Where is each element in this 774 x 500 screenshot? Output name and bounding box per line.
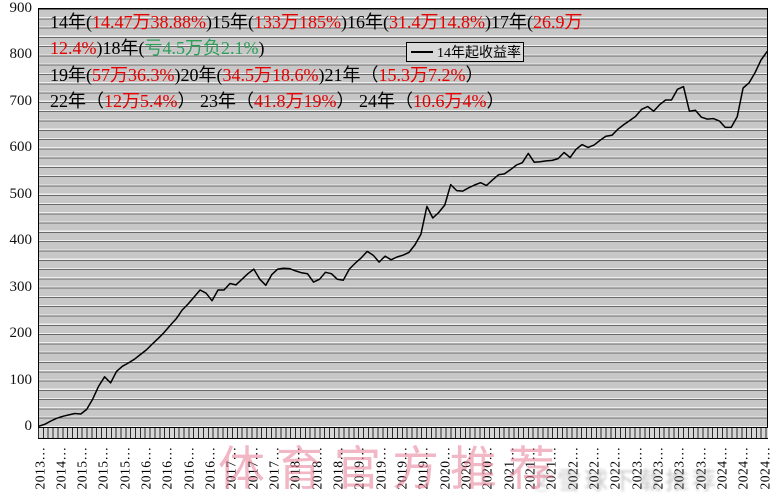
annual-return-segment: ) xyxy=(258,38,265,59)
annual-return-segment: )17年( xyxy=(485,12,533,32)
annual-return-segment: 133万185% xyxy=(254,12,341,32)
annual-return-segment: )16年( xyxy=(341,12,389,32)
annual-return-segment: 亏4.5万负2.1% xyxy=(144,38,259,59)
x-tick-label: 2024… xyxy=(757,446,772,490)
annual-return-segment: 14年( xyxy=(50,12,92,32)
annual-return-segment: 19年( xyxy=(50,64,92,85)
annual-return-segment: 12.4% xyxy=(50,38,97,59)
annual-return-segment: )18年( xyxy=(96,38,145,59)
annual-return-segment: )20年( xyxy=(174,64,223,85)
annual-return-segment: ） 23年（ xyxy=(177,91,255,112)
annual-return-segment: 34.5万18.6% xyxy=(222,64,319,85)
y-tick-label: 700 xyxy=(9,92,33,109)
annual-returns-line: 14年(14.47万38.88%)15年(133万185%)16年(31.4万1… xyxy=(50,9,766,35)
y-tick-label: 900 xyxy=(9,0,33,16)
annual-returns-line: 22年（12万5.4%） 23年（41.8万19%） 24年（10.6万4%） xyxy=(50,88,766,114)
legend-label: 14年起收益率 xyxy=(437,46,521,61)
y-tick-label: 800 xyxy=(9,46,33,63)
y-tick-label: 300 xyxy=(9,278,33,295)
annual-return-segment: ） xyxy=(465,64,484,85)
annual-returns: 14年(14.47万38.88%)15年(133万185%)16年(31.4万1… xyxy=(50,9,766,115)
series-svg xyxy=(39,50,767,427)
legend: 14年起收益率 xyxy=(406,42,524,62)
y-tick-label: 400 xyxy=(9,232,33,249)
y-axis: 900 800 700 600 500 400 300 200 100 0 xyxy=(0,0,34,440)
annual-return-segment: 12万5.4% xyxy=(104,91,178,112)
watermark-corner-text: ②雪球下载推荐 xyxy=(530,469,719,495)
annual-returns-line: 12.4%)18年(亏4.5万负2.1%) xyxy=(50,35,766,61)
annual-return-segment: 22年（ xyxy=(50,91,104,112)
plot-area xyxy=(38,8,768,428)
y-tick-label: 600 xyxy=(9,139,33,156)
annual-return-segment: 15.3万7.2% xyxy=(378,64,466,85)
annual-return-segment: 41.8万19% xyxy=(254,91,337,112)
y-tick-label: 500 xyxy=(9,185,33,202)
y-tick-label: 0 xyxy=(24,418,33,434)
annual-return-segment: 57万36.3% xyxy=(92,64,175,85)
annual-return-segment: 14.47万38.88% xyxy=(92,12,206,32)
annual-return-segment: )21年（ xyxy=(318,64,379,85)
annual-return-segment: 31.4万14.8% xyxy=(389,12,485,32)
annual-return-segment: )15年( xyxy=(206,12,254,32)
annual-return-segment: ） 24年（ xyxy=(336,91,414,112)
annual-return-segment: ） xyxy=(486,91,505,112)
annual-return-segment: 10.6万4% xyxy=(413,91,487,112)
series-line xyxy=(39,50,767,427)
y-tick-label: 100 xyxy=(9,371,33,388)
watermark-text: 体育官方推荐 xyxy=(218,444,566,496)
y-tick-label: 200 xyxy=(9,325,33,342)
annual-return-segment: 26.9万 xyxy=(533,12,583,32)
annual-returns-line: 19年(57万36.3%)20年(34.5万18.6%)21年（15.3万7.2… xyxy=(50,62,766,88)
x-axis-minor-ticks xyxy=(38,427,768,439)
legend-line-sample xyxy=(411,51,433,53)
